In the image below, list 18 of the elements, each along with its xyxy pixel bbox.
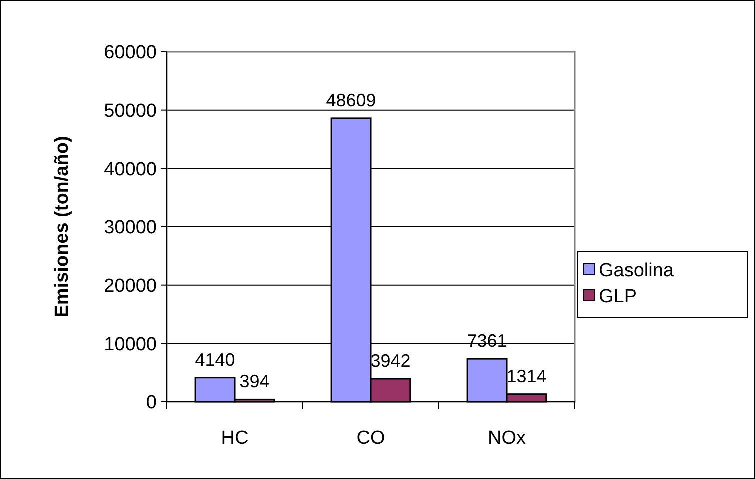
y-tick-label: 0 [146, 392, 157, 414]
y-tick-label: 30000 [104, 218, 157, 239]
y-tick-label: 60000 [104, 42, 157, 64]
legend-label: GLP [599, 286, 638, 308]
data-label: 48609 [326, 90, 376, 110]
data-label: 1314 [506, 366, 547, 386]
y-tick-label: 50000 [104, 100, 157, 122]
data-label: 3942 [370, 351, 411, 372]
y-tick-label: 20000 [104, 276, 157, 297]
legend-label: Gasolina [599, 260, 674, 282]
x-tick-label: HC [221, 428, 249, 449]
data-label: 4140 [195, 350, 236, 370]
y-tick-label: 10000 [104, 334, 157, 356]
y-tick-label: 40000 [104, 159, 157, 180]
y-axis-title: Emisiones (ton/año) [52, 136, 73, 318]
x-tick-label: CO [356, 428, 386, 449]
x-tick-label: NOx [488, 428, 526, 449]
data-label: 394 [240, 372, 270, 392]
